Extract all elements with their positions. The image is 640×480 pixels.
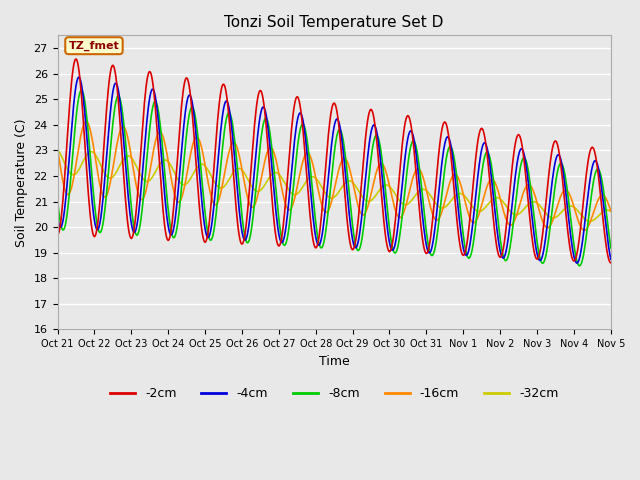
- -8cm: [607, 245, 614, 251]
- -32cm: [177, 180, 184, 186]
- -2cm: [419, 235, 426, 240]
- -16cm: [419, 172, 426, 178]
- -16cm: [607, 208, 614, 214]
- Line: -8cm: -8cm: [58, 90, 611, 266]
- -32cm: [206, 170, 214, 176]
- -8cm: [122, 136, 129, 142]
- Title: Tonzi Soil Temperature Set D: Tonzi Soil Temperature Set D: [225, 15, 444, 30]
- -32cm: [418, 187, 426, 192]
- -8cm: [575, 263, 583, 269]
- -16cm: [403, 202, 410, 208]
- -16cm: [64, 192, 72, 197]
- -8cm: [54, 197, 61, 203]
- Line: -2cm: -2cm: [58, 59, 611, 263]
- -16cm: [177, 195, 185, 201]
- -4cm: [76, 74, 83, 80]
- Legend: -2cm, -4cm, -8cm, -16cm, -32cm: -2cm, -4cm, -8cm, -16cm, -32cm: [105, 383, 563, 406]
- -8cm: [64, 208, 72, 214]
- -2cm: [72, 56, 80, 62]
- Line: -32cm: -32cm: [58, 149, 611, 221]
- Line: -16cm: -16cm: [58, 121, 611, 230]
- -4cm: [419, 211, 426, 217]
- -16cm: [581, 228, 589, 233]
- -32cm: [401, 202, 409, 208]
- -4cm: [403, 146, 410, 152]
- -8cm: [403, 176, 410, 182]
- -2cm: [607, 260, 614, 266]
- -2cm: [54, 232, 61, 238]
- -32cm: [586, 218, 594, 224]
- -2cm: [64, 132, 72, 137]
- -32cm: [120, 155, 128, 161]
- -8cm: [177, 186, 185, 192]
- -2cm: [207, 206, 214, 212]
- Line: -4cm: -4cm: [58, 77, 611, 263]
- -16cm: [122, 126, 129, 132]
- -16cm: [207, 192, 214, 197]
- -2cm: [403, 116, 410, 121]
- -4cm: [122, 158, 129, 164]
- -32cm: [607, 208, 614, 214]
- -4cm: [64, 176, 72, 182]
- -4cm: [177, 149, 185, 155]
- Y-axis label: Soil Temperature (C): Soil Temperature (C): [15, 118, 28, 247]
- -32cm: [64, 166, 72, 172]
- -2cm: [122, 194, 129, 200]
- Text: TZ_fmet: TZ_fmet: [68, 41, 119, 51]
- -4cm: [207, 228, 214, 234]
- -8cm: [419, 192, 426, 197]
- -2cm: [177, 104, 185, 110]
- -16cm: [82, 119, 90, 124]
- -8cm: [77, 87, 85, 93]
- -4cm: [54, 215, 61, 220]
- -4cm: [607, 256, 614, 262]
- -4cm: [573, 260, 580, 266]
- -32cm: [54, 146, 61, 152]
- X-axis label: Time: Time: [319, 355, 349, 368]
- -8cm: [207, 238, 214, 243]
- -16cm: [54, 145, 61, 151]
